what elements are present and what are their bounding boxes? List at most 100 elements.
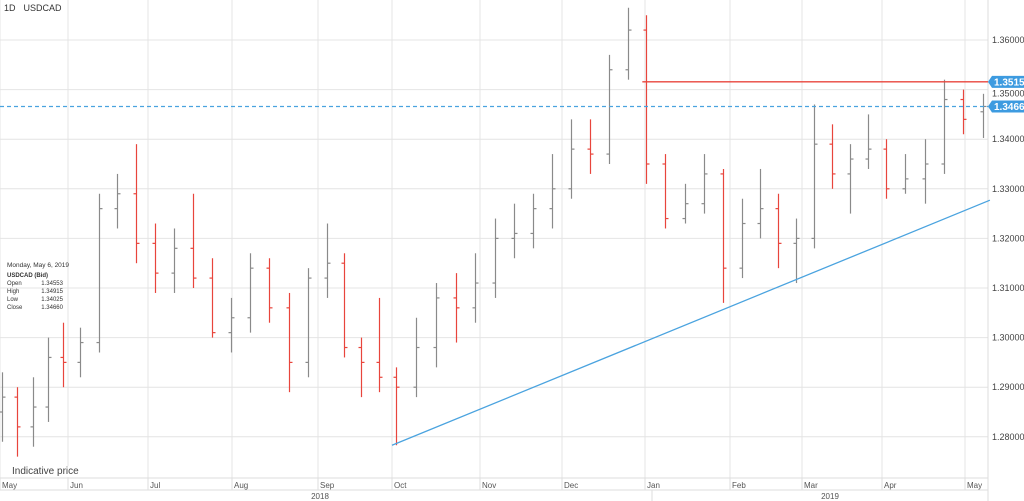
- ohlc-bar: [606, 54, 613, 164]
- ohlc-bar: [829, 124, 836, 189]
- ohlc-bar: [941, 79, 948, 174]
- badge-label: 1.35157: [994, 77, 1024, 88]
- timeframe-label[interactable]: 1D: [4, 3, 16, 13]
- y-tick-label: 1.31000: [992, 283, 1024, 293]
- info-value: 1.34553: [41, 281, 63, 287]
- x-year-label: 2018: [311, 492, 329, 501]
- x-year-label: 2019: [821, 492, 839, 501]
- ohlc-bar: [358, 337, 365, 398]
- ohlc-bar: [77, 327, 84, 378]
- ohlc-bar: [739, 198, 746, 279]
- info-value: 1.34660: [41, 305, 63, 311]
- ohlc-bar: [643, 15, 650, 184]
- ohlc-bar: [30, 377, 37, 447]
- badge-shape: [988, 75, 1024, 88]
- info-row-close: Close 1.34660: [7, 304, 63, 312]
- ohlc-bar: [793, 218, 800, 284]
- ohlc-bar: [922, 139, 929, 204]
- ohlc-bar: [662, 154, 669, 229]
- ohlc-bar: [324, 223, 331, 298]
- ohlc-bar: [393, 367, 400, 446]
- trendline: [391, 199, 991, 446]
- y-tick-label: 1.28000: [992, 432, 1024, 442]
- chart-header: 1D USDCAD: [4, 3, 70, 13]
- ohlc-bar: [413, 317, 420, 398]
- ohlc-bar: [865, 114, 872, 169]
- info-value: 1.34025: [41, 297, 63, 303]
- y-tick-label: 1.29000: [992, 382, 1024, 392]
- ohlc-bar: [60, 322, 67, 388]
- info-value: 1.34915: [41, 289, 63, 295]
- info-label: Close: [7, 305, 23, 311]
- x-month-label: Nov: [482, 481, 496, 490]
- info-row-high: High 1.34915: [7, 288, 63, 296]
- ohlc-bar: [341, 253, 348, 358]
- ohlc-bar: [114, 173, 121, 229]
- x-month-label: Dec: [564, 481, 578, 490]
- x-month-label: May: [967, 481, 982, 490]
- ohlc-bar: [720, 168, 727, 303]
- y-tick-label: 1.33000: [992, 184, 1024, 194]
- ohlc-bar: [549, 154, 556, 229]
- x-month-label: Apr: [884, 481, 897, 490]
- info-label: High: [7, 289, 20, 295]
- ohlc-bar: [453, 273, 460, 343]
- ohlc-bar: [96, 193, 103, 353]
- info-series: USDCAD (Bid): [7, 273, 48, 279]
- ohlc-bar: [171, 228, 178, 293]
- info-label: Open: [7, 281, 22, 287]
- y-tick-label: 1.34000: [992, 134, 1024, 144]
- x-month-label: Jul: [150, 481, 160, 490]
- ohlc-bar: [266, 258, 273, 323]
- resistance-price-badge: 1.35157: [988, 75, 1024, 88]
- ohlc-bar: [902, 154, 909, 194]
- ohlc-bar: [701, 154, 708, 214]
- x-month-label: Feb: [732, 481, 746, 490]
- x-month-label: Oct: [394, 481, 407, 490]
- info-label: Low: [7, 297, 19, 303]
- ohlc-bar: [811, 104, 818, 249]
- ohlc-bar: [305, 268, 312, 378]
- ohlc-bar: [45, 337, 52, 422]
- info-date: Monday, May 6, 2019: [7, 262, 70, 269]
- x-month-label: Jun: [70, 481, 83, 490]
- x-month-label: Sep: [320, 481, 335, 490]
- y-tick-label: 1.30000: [992, 333, 1024, 343]
- ohlc-bar: [847, 144, 854, 214]
- x-month-label: Mar: [804, 481, 818, 490]
- ohlc-bar: [152, 223, 159, 293]
- info-row-open: Open 1.34553: [7, 280, 63, 288]
- badge-label: 1.34660: [994, 102, 1024, 113]
- ohlc-bar: [133, 144, 140, 264]
- badge-shape: [988, 100, 1024, 113]
- indicative-price-note: Indicative price: [12, 466, 79, 477]
- ohlc-bar: [228, 297, 235, 353]
- ohlc-bar: [587, 119, 594, 174]
- ohlc-info-box: Monday, May 6, 2019 USDCAD (Bid) Open 1.3…: [7, 262, 69, 312]
- ohlc-bar: [247, 253, 254, 333]
- y-tick-label: 1.32000: [992, 233, 1024, 243]
- y-tick-label: 1.35000: [992, 89, 1024, 99]
- ohlc-bar: [209, 258, 216, 338]
- x-month-label: Jan: [647, 481, 660, 490]
- ohlc-bar: [376, 297, 383, 393]
- ohlc-bar: [757, 168, 764, 239]
- x-month-label: Aug: [234, 481, 248, 490]
- ohlc-bar: [492, 218, 499, 298]
- ohlc-bar: [0, 372, 6, 442]
- ohlc-bar: [775, 193, 782, 269]
- symbol-label[interactable]: USDCAD: [23, 3, 62, 13]
- ohlc-bar: [568, 119, 575, 199]
- ohlc-bar: [433, 283, 440, 368]
- current-price-badge: 1.34660: [988, 100, 1024, 113]
- ohlc-bar: [960, 89, 967, 135]
- ohlc-bar: [530, 193, 537, 249]
- ohlc-bar: [980, 93, 987, 138]
- y-tick-label: 1.36000: [992, 35, 1024, 45]
- ohlc-bar: [14, 387, 21, 457]
- ohlc-bar: [625, 7, 632, 80]
- info-row-low: Low 1.34025: [7, 296, 63, 304]
- ohlc-bar: [286, 292, 293, 393]
- ohlc-bar: [883, 139, 890, 199]
